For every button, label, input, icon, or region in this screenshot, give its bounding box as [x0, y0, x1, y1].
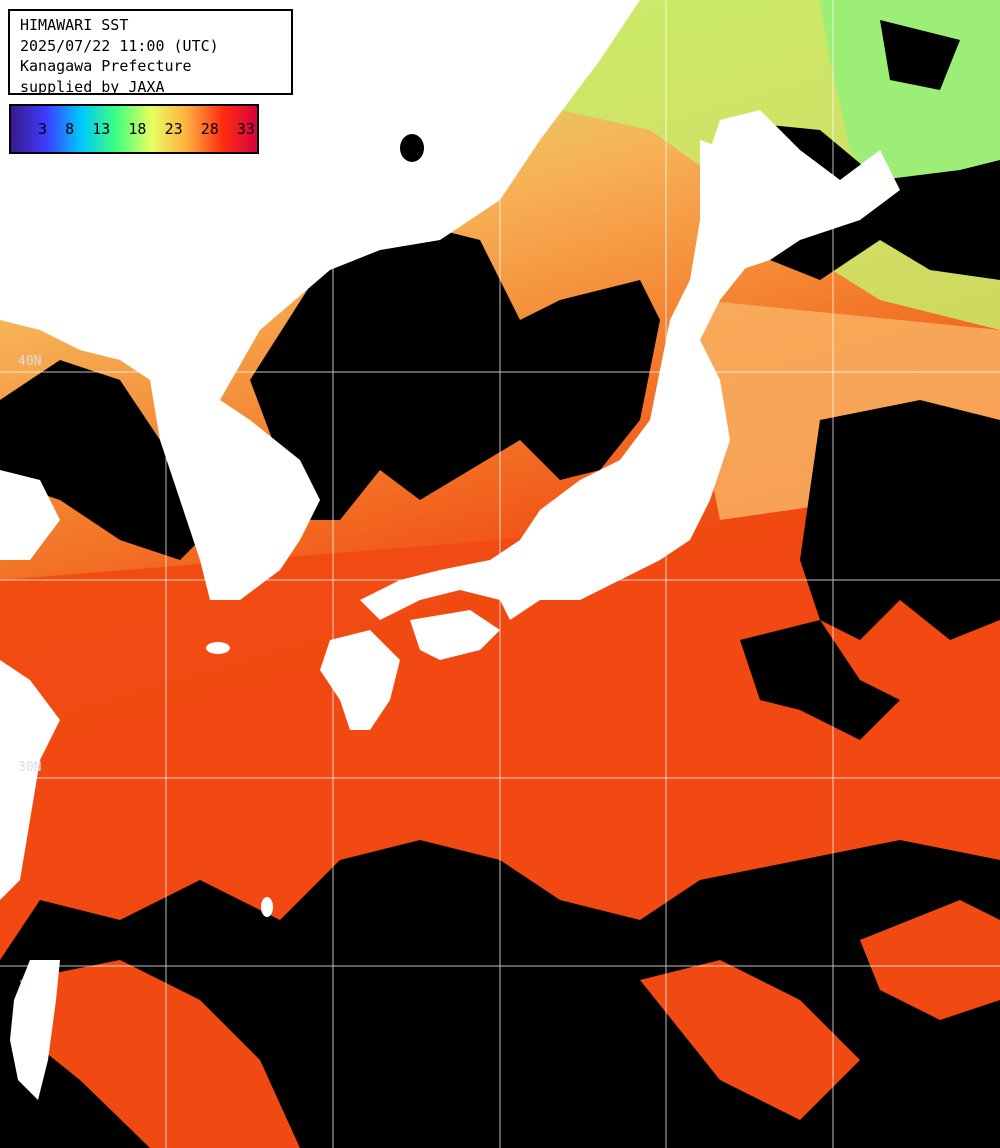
legend-tick: 13 [92, 120, 111, 138]
temperature-legend: 3 8 13 18 23 28 33 [9, 104, 259, 154]
legend-tick: 33 [236, 120, 255, 138]
land-hokkaido [700, 110, 900, 270]
map-region: Kanagawa Prefecture [20, 57, 192, 75]
sea-streak-se [640, 960, 860, 1120]
land-kyushu [320, 630, 400, 730]
sea-streak-sw [20, 960, 300, 1148]
land-shikoku [410, 610, 500, 660]
legend-tick: 18 [128, 120, 147, 138]
land-jeju [206, 642, 230, 654]
island-ulleung [400, 134, 424, 162]
lat-label-40n: 40N [18, 354, 42, 369]
legend-tick: 8 [65, 120, 75, 138]
legend-tick: 3 [38, 120, 48, 138]
map-title: HIMAWARI SST [20, 16, 129, 34]
cloud-ne-patch [880, 20, 960, 90]
land-china-coast [0, 470, 60, 560]
land-sado [580, 483, 596, 493]
legend-tick: 28 [200, 120, 219, 138]
cloud-east2 [740, 620, 900, 740]
map-credit: supplied by JAXA [20, 77, 165, 96]
cloud-korea-east [250, 220, 660, 520]
land-izu-island [261, 897, 273, 917]
cloud-south-inner [300, 880, 740, 1148]
lat-label-30n: 30N [18, 760, 42, 775]
map-datetime: 2025/07/22 11:00 (UTC) [20, 36, 219, 55]
map-info-box: HIMAWARI SST 2025/07/22 11:00 (UTC) Kana… [8, 9, 293, 96]
cloud-west [0, 360, 230, 560]
legend-tick: 23 [164, 120, 183, 138]
land-china-south [0, 660, 60, 900]
land-honshu [360, 140, 760, 620]
land-taiwan [10, 960, 60, 1100]
sea-streak-e [860, 900, 1000, 1020]
